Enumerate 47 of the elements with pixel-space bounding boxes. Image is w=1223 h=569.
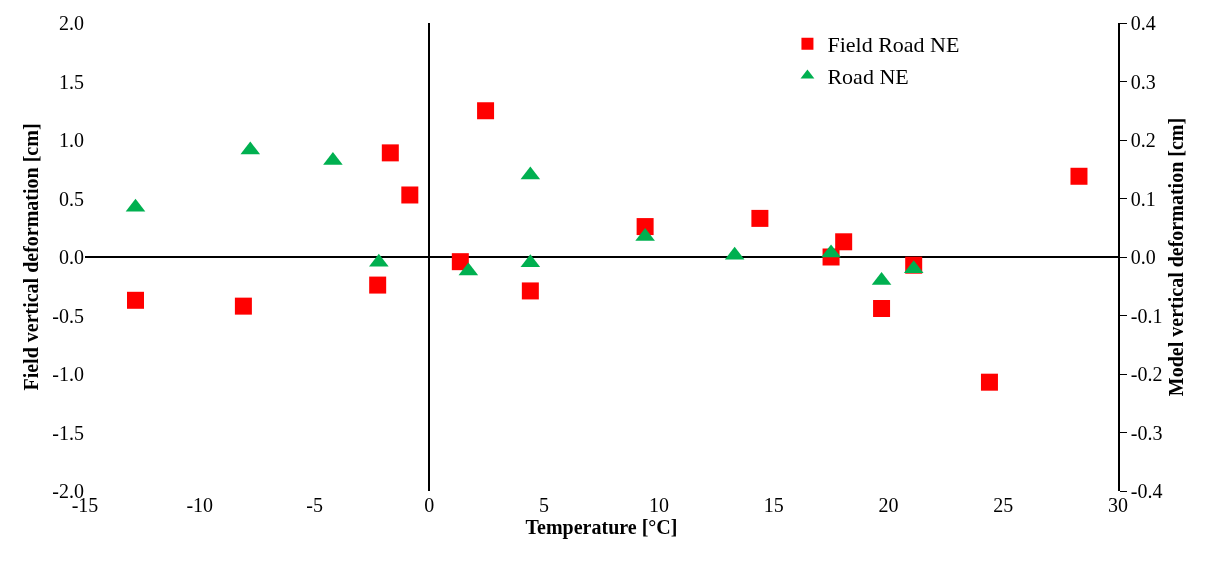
y-tick-label: -1.0 xyxy=(52,363,84,385)
point xyxy=(980,373,998,391)
y-axis-title: Field vertical deformation [cm] xyxy=(19,123,42,391)
point xyxy=(521,282,539,300)
point xyxy=(451,253,469,271)
point xyxy=(369,276,387,294)
point xyxy=(381,144,399,162)
x-axis-title: Temperature [°C] xyxy=(525,516,678,539)
x-tick-label: -10 xyxy=(186,494,214,516)
y2-axis-title: Model vertical deformation [cm] xyxy=(1165,117,1188,397)
y2-tick-label: -0.1 xyxy=(1130,304,1163,327)
point xyxy=(477,102,495,120)
y2-tick-label: -0.2 xyxy=(1130,363,1163,385)
point xyxy=(873,299,891,317)
y-tick-label: 2.0 xyxy=(59,12,84,34)
y2-tick-label: 0.0 xyxy=(1130,246,1156,268)
x-tick-label: 15 xyxy=(763,494,784,516)
y-tick-label: 0.0 xyxy=(59,246,84,268)
y-tick-label: -1.5 xyxy=(52,421,84,444)
y2-tick-label: -0.3 xyxy=(1130,421,1163,444)
x-tick-label: 20 xyxy=(878,494,899,516)
y2-tick-label: 0.1 xyxy=(1130,187,1156,210)
y2-tick-label: -0.4 xyxy=(1130,480,1163,502)
point xyxy=(821,244,841,258)
x-tick-label: 5 xyxy=(539,494,550,516)
x-tick-label: 10 xyxy=(648,494,669,516)
point xyxy=(127,291,144,309)
x-tick-label: 25 xyxy=(993,494,1014,516)
point xyxy=(323,151,343,165)
y2-tick-label: 0.3 xyxy=(1130,70,1156,93)
point xyxy=(1070,167,1088,185)
point xyxy=(369,253,389,267)
x-tick-label: 0 xyxy=(424,494,435,516)
y-tick-label: 1.0 xyxy=(59,129,84,151)
point xyxy=(751,209,769,227)
y-tick-label: -0.5 xyxy=(52,304,84,327)
point xyxy=(401,186,419,204)
x-tick-label: -5 xyxy=(306,494,323,516)
y2-tick-label: 0.2 xyxy=(1130,129,1156,151)
y-tick-label: 1.5 xyxy=(59,70,84,93)
y2-tick-label: 0.4 xyxy=(1130,12,1156,34)
x-tick-label: 30 xyxy=(1108,494,1128,516)
y-tick-label: 0.5 xyxy=(59,187,84,210)
legend-label: Road NE xyxy=(827,63,909,89)
legend-label: Field Road NE xyxy=(827,32,960,58)
point xyxy=(835,233,853,251)
point xyxy=(234,297,252,315)
